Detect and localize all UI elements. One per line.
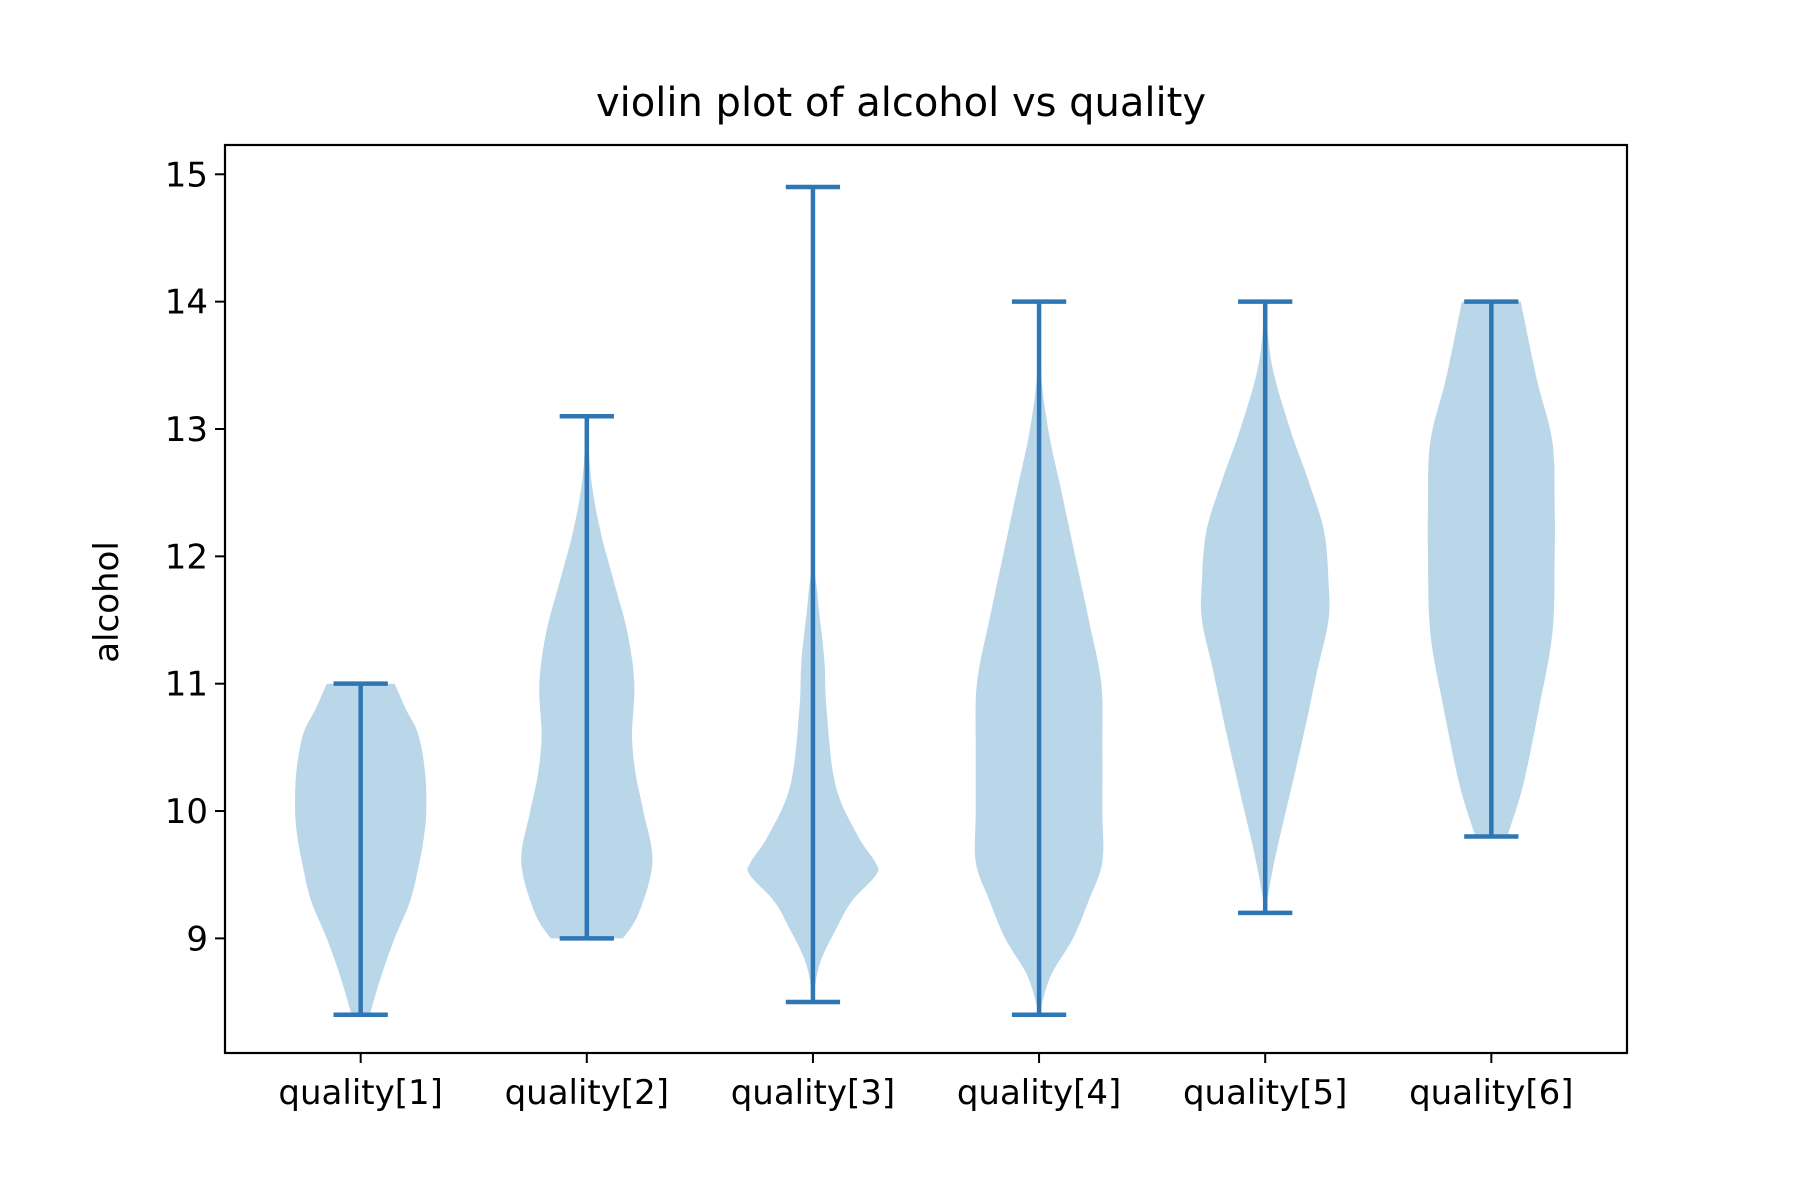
x-tick-label-1: quality[1] xyxy=(278,1073,442,1113)
y-tick-label-13: 13 xyxy=(165,410,208,450)
violin-whiskers xyxy=(333,184,1519,1018)
y-tick-label-12: 12 xyxy=(165,537,208,577)
y-tick-label-11: 11 xyxy=(165,665,208,705)
y-tick-label-14: 14 xyxy=(165,283,208,323)
axes: quality[1] quality[2] quality[3] quality[4]… xyxy=(165,155,1574,1113)
x-tick-label-2: quality[2] xyxy=(505,1073,669,1113)
chart-title: violin plot of alcohol vs quality xyxy=(596,80,1206,126)
plot-frame xyxy=(223,143,1629,1055)
x-tick-label-4: quality[4] xyxy=(957,1073,1121,1113)
x-tick-label-3: quality[3] xyxy=(731,1073,895,1113)
y-tick-label-9: 9 xyxy=(186,919,208,959)
y-tick-label-15: 15 xyxy=(165,155,208,195)
y-axis-label: alcohol xyxy=(87,541,127,663)
violin-bodies xyxy=(295,187,1555,1015)
x-tick-label-5: quality[5] xyxy=(1183,1073,1347,1113)
y-tick-label-10: 10 xyxy=(165,792,208,832)
x-tick-label-6: quality[6] xyxy=(1409,1073,1573,1113)
